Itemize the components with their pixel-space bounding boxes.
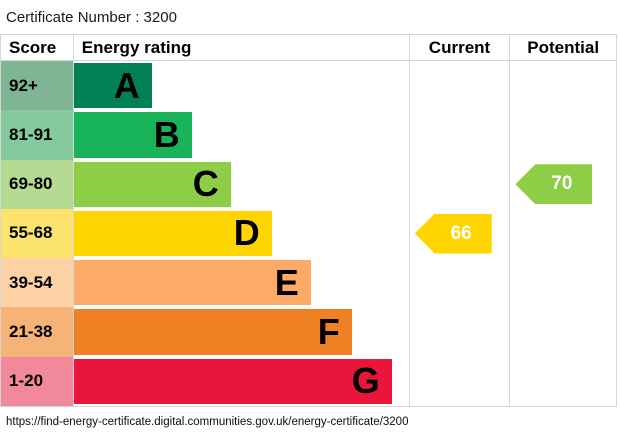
band-bar-d: D — [73, 210, 272, 257]
energy-rating-column: Energy rating A B C D E F G — [73, 35, 410, 406]
current-rating-arrow: 66 — [414, 213, 492, 254]
band-row: E — [73, 258, 409, 307]
score-cell-f: 21-38 — [1, 307, 73, 357]
score-cell-b: 81-91 — [1, 110, 73, 160]
band-row: D — [73, 209, 409, 258]
score-cell-c: 69-80 — [1, 159, 73, 209]
potential-rating-arrow: 70 — [515, 164, 593, 205]
score-cell-d: 55-68 — [1, 208, 73, 259]
band-row: G — [73, 357, 409, 406]
score-header: Score — [1, 35, 73, 61]
energy-rating-header: Energy rating — [73, 35, 409, 61]
band-row: B — [73, 110, 409, 159]
band-bar-a: A — [73, 63, 152, 109]
band-bar-f: F — [73, 309, 352, 355]
energy-rating-chart: Score 92+ 81-91 69-80 55-68 39-54 21-38 … — [0, 34, 617, 407]
potential-column-body: 70 — [510, 61, 616, 406]
band-row: C — [73, 160, 409, 209]
certificate-number: Certificate Number : 3200 — [6, 9, 177, 26]
potential-header: Potential — [510, 35, 616, 61]
current-column-body: 66 — [410, 61, 510, 406]
certificate-url: https://find-energy-certificate.digital.… — [6, 416, 409, 428]
band-row: F — [73, 307, 409, 356]
score-cell-g: 1-20 — [1, 356, 73, 406]
current-column: Current 66 — [409, 35, 511, 406]
score-column: Score 92+ 81-91 69-80 55-68 39-54 21-38 … — [1, 35, 74, 406]
potential-column: Potential 70 — [510, 35, 616, 406]
band-bar-b: B — [73, 112, 192, 158]
current-header: Current — [409, 35, 510, 61]
band-row: A — [73, 61, 409, 110]
score-cell-e: 39-54 — [1, 258, 73, 308]
band-bar-g: G — [73, 358, 392, 404]
band-bar-c: C — [73, 161, 231, 207]
band-bar-e: E — [73, 260, 311, 306]
score-cell-a: 92+ — [1, 61, 73, 111]
